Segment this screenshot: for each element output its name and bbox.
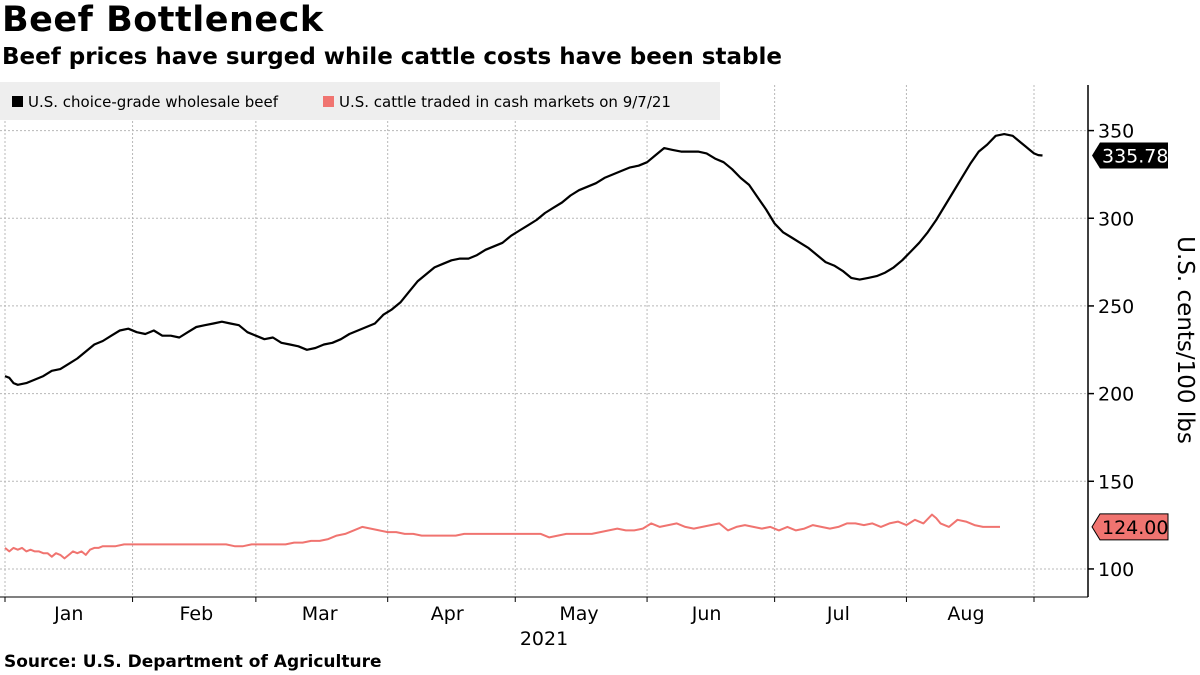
legend-swatch-cattle	[323, 96, 334, 107]
series-line-beef	[4, 133, 1043, 386]
y-axis-ticks: 100 150 200 250 300 350	[1088, 121, 1134, 581]
legend-swatch-beef	[12, 96, 23, 107]
series-lines	[4, 133, 1043, 560]
series-line-cattle	[4, 513, 1000, 560]
last-value-tag-beef: 335.78	[1102, 146, 1168, 168]
legend-label-cattle: U.S. cattle traded in cash markets on 9/…	[339, 93, 671, 111]
grid-lines	[0, 85, 1088, 597]
y-tick-label: 350	[1098, 121, 1134, 143]
x-tick-label: Mar	[302, 603, 338, 625]
x-axis-ticks: Jan Feb Mar Apr May Jun Jul Aug	[4, 597, 1035, 625]
chart-subtitle: Beef prices have surged while cattle cos…	[2, 44, 782, 70]
y-tick-label: 300	[1098, 208, 1134, 230]
x-axis-year-label: 2021	[520, 628, 568, 650]
last-value-tag-beef-shape	[1092, 142, 1168, 169]
legend-label-beef: U.S. choice-grade wholesale beef	[28, 93, 279, 111]
x-tick-label: Jun	[691, 603, 722, 625]
x-tick-label: May	[559, 603, 598, 625]
legend: U.S. choice-grade wholesale beef U.S. ca…	[0, 82, 720, 120]
y-tick-label: 250	[1098, 296, 1134, 318]
x-tick-label: Jan	[53, 603, 83, 625]
legend-background	[0, 82, 720, 120]
source-note: Source: U.S. Department of Agriculture	[4, 652, 382, 672]
x-tick-label: Jul	[826, 603, 850, 625]
x-tick-label: Apr	[431, 603, 464, 625]
chart-title: Beef Bottleneck	[2, 0, 324, 40]
x-tick-label: Aug	[947, 603, 984, 625]
x-tick-label: Feb	[180, 603, 214, 625]
y-tick-label: 100	[1098, 559, 1134, 581]
y-tick-label: 200	[1098, 384, 1134, 406]
y-tick-label: 150	[1098, 471, 1134, 493]
y-axis-label: U.S. cents/100 lbs	[1172, 236, 1198, 444]
last-value-tags: 335.78 124.00	[1091, 142, 1169, 541]
last-value-tag-cattle-shape	[1091, 513, 1169, 541]
last-value-tag-cattle: 124.00	[1102, 517, 1168, 539]
